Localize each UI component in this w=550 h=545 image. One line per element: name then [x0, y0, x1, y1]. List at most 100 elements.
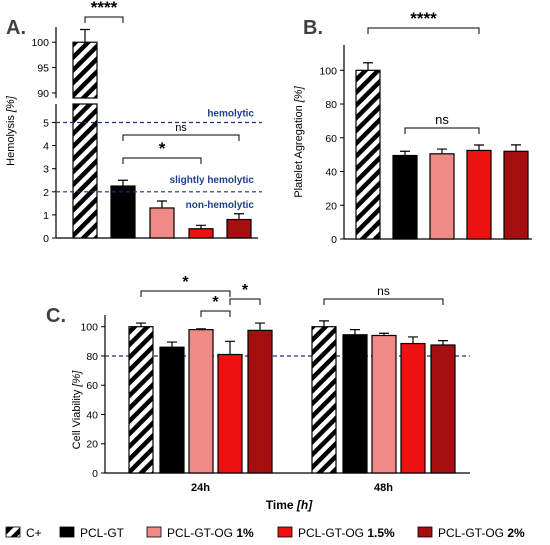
legend-label: PCL-GT-OG 1%	[167, 526, 254, 540]
legend-label: PCL-GT-OG 2%	[438, 526, 525, 540]
error-bar	[167, 341, 177, 348]
significance-0-bracket	[84, 16, 124, 23]
error-bar	[400, 150, 410, 156]
platelet-aggregation-chart: 0 20 40 60 80 100 Platelet Agregation [%] **** n…	[293, 9, 532, 246]
x-tick-label: 24h	[191, 482, 210, 494]
significance-1-label: *	[212, 294, 219, 311]
y-tick-label: 95	[37, 63, 49, 75]
y-tick-label: 80	[325, 99, 337, 111]
significance-2-label: *	[159, 139, 166, 158]
error-bar	[255, 322, 265, 331]
y-tick-label: 0	[92, 468, 98, 480]
significance-1-bracket	[122, 134, 240, 141]
error-bar	[437, 148, 447, 154]
y-tick-label: 100	[80, 322, 98, 334]
error-bar	[408, 336, 418, 344]
bar-c-plus-lower	[72, 103, 98, 239]
bar	[429, 153, 455, 240]
bar	[371, 334, 397, 474]
panel-c-letter: C.	[46, 305, 66, 327]
bar	[503, 150, 529, 240]
x-axis-label: Time [h]	[266, 498, 313, 512]
bar	[149, 207, 175, 239]
bar	[392, 154, 418, 240]
bar	[466, 149, 492, 240]
error-bar	[474, 144, 484, 151]
significance-3-label: ns	[377, 284, 390, 298]
y-tick-label: 0	[331, 234, 337, 246]
error-bar	[136, 322, 146, 327]
x-tick-label: 48h	[374, 482, 393, 494]
bar	[247, 329, 273, 474]
error-bar	[157, 200, 167, 208]
y-tick-label: 2	[43, 187, 49, 199]
error-bar	[511, 144, 521, 152]
significance-1-label: ns	[175, 122, 187, 134]
hemolytic-label: hemolytic	[207, 108, 254, 119]
significance-0-label: ****	[91, 0, 118, 17]
bar	[400, 342, 426, 474]
panel-a-letter: A.	[6, 17, 26, 39]
bar	[355, 69, 381, 240]
significance-1-bracket	[404, 127, 480, 134]
bar	[188, 228, 214, 239]
y-tick-label: 5	[43, 117, 49, 129]
error-bar	[319, 320, 329, 327]
y-tick-label: 80	[86, 351, 98, 363]
hemolysis-chart: 0 1 2 3 4 5 90 95 100 Hemolysis [%] hemolytic sligh…	[5, 0, 262, 245]
error-bar	[363, 62, 373, 71]
bar	[311, 326, 337, 474]
bar	[342, 334, 368, 474]
significance-2-bracket	[229, 298, 261, 305]
error-bar	[196, 328, 206, 330]
significance-0-label: ****	[410, 9, 437, 28]
error-bar	[350, 329, 360, 335]
error-bar	[438, 340, 448, 345]
y-tick-label: 60	[86, 380, 98, 392]
significance-3-bracket	[323, 298, 444, 305]
y-tick-label: 1	[43, 210, 49, 222]
error-bar	[234, 213, 244, 220]
bar	[128, 326, 154, 474]
error-bar	[80, 28, 90, 43]
bar	[217, 353, 243, 474]
significance-2-bracket	[122, 157, 202, 164]
y-tick-label: 60	[325, 133, 337, 145]
error-bar	[118, 179, 128, 187]
y-tick-label: 90	[37, 88, 49, 100]
y-tick-label: 20	[86, 439, 98, 451]
legend-label: PCL-GT-OG 1.5%	[298, 526, 395, 540]
y-axis-label: Platelet Agregation [%]	[293, 85, 305, 197]
y-axis-label: Cell Viability [%]	[71, 370, 83, 450]
legend-label: C+	[26, 526, 42, 540]
y-tick-label: 40	[325, 167, 337, 179]
legend-swatch	[417, 526, 433, 538]
y-tick-label: 4	[43, 141, 49, 153]
y-tick-label: 20	[325, 200, 337, 212]
bar	[110, 185, 136, 239]
legend-swatch	[277, 526, 293, 538]
legend-swatch	[59, 526, 75, 538]
significance-1-label: ns	[435, 112, 449, 127]
bar	[430, 344, 456, 474]
cell-viability-chart: 0 20 40 60 80 100 Cell Viability [%] 24h 48h Time…	[71, 274, 470, 512]
significance-0-label: *	[182, 274, 189, 291]
error-bar	[379, 332, 389, 336]
y-axis-label: Hemolysis [%]	[5, 95, 17, 166]
legend-swatch	[5, 526, 21, 538]
slightly-hemolytic-label: slightly hemolytic	[170, 175, 255, 186]
bar-c-plus-upper	[72, 41, 98, 99]
y-tick-label: 0	[43, 233, 49, 245]
legend: C+ PCL-GT PCL-GT-OG 1% PCL-GT-OG 1.5% PCL-GT…	[5, 526, 525, 540]
bar	[226, 218, 252, 239]
bar	[188, 329, 214, 474]
error-bar	[196, 224, 206, 229]
significance-1-bracket	[200, 310, 231, 317]
error-bar	[225, 340, 235, 355]
bar	[159, 346, 185, 474]
significance-2-label: *	[242, 282, 249, 299]
legend-label: PCL-GT	[80, 526, 125, 540]
y-tick-label: 3	[43, 164, 49, 176]
panel-b-letter: B.	[303, 17, 323, 39]
